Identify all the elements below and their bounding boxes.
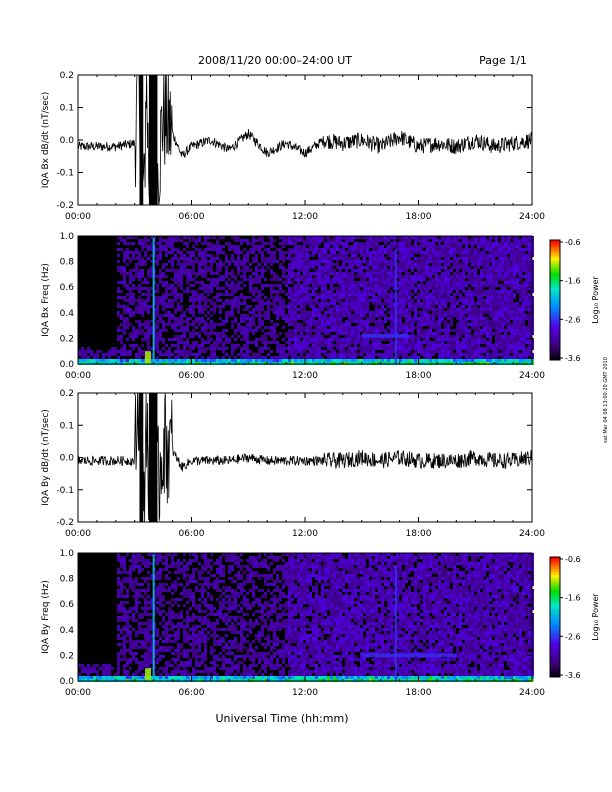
x-tick-label: 24:00 bbox=[519, 688, 545, 698]
page-number: Page 1/1 bbox=[479, 54, 527, 67]
colorbar-tick-label: -0.6 bbox=[565, 238, 581, 247]
spectral-band-4 bbox=[361, 653, 457, 658]
panel-4: -0.6 -1.6 -2.6 -3.6 Log₁₀ Power 00:00 06:00 12:… bbox=[41, 549, 600, 698]
x-tick-label: 00:00 bbox=[65, 688, 91, 698]
x-tick-label: 18:00 bbox=[406, 529, 432, 539]
y-tick-label: 0.0 bbox=[60, 136, 75, 146]
y-tick-label: 0.2 bbox=[60, 334, 74, 344]
x-axis-label: Universal Time (hh:mm) bbox=[216, 712, 349, 725]
y-axis-label: IQA By dB/dt (nT/sec) bbox=[41, 409, 51, 506]
y-tick-label: 1.0 bbox=[60, 232, 75, 242]
x-tick-label: 12:00 bbox=[292, 529, 318, 539]
y-tick-label: 0.2 bbox=[60, 651, 74, 661]
y-tick-label: 0.8 bbox=[60, 575, 75, 585]
x-tick-label: 12:00 bbox=[292, 688, 318, 698]
y-tick-label: 0.2 bbox=[60, 389, 74, 399]
x-tick-label: 06:00 bbox=[179, 529, 205, 539]
spectrogram-noise bbox=[78, 553, 534, 682]
page-title: 2008/11/20 00:00–24:00 UT bbox=[198, 54, 352, 67]
colorbar-tick-label: -3.6 bbox=[565, 671, 581, 680]
saturated-burst bbox=[148, 393, 158, 522]
y-tick-label: 0.2 bbox=[60, 71, 74, 81]
x-tick-label: 24:00 bbox=[519, 529, 545, 539]
y-tick-label: 0.6 bbox=[60, 600, 75, 610]
x-tick-label: 18:00 bbox=[406, 212, 432, 222]
y-tick-label: -0.1 bbox=[56, 486, 74, 496]
colorbar-tick-label: -1.6 bbox=[565, 594, 581, 603]
colorbar-label: Log₁₀ Power bbox=[591, 593, 600, 641]
x-tick-label: 06:00 bbox=[179, 688, 205, 698]
y-axis-label: IQA Bx dB/dt (nT/sec) bbox=[41, 92, 51, 189]
y-tick-label: 0.1 bbox=[60, 421, 74, 431]
x-tick-label: 12:00 bbox=[292, 212, 318, 222]
x-tick-label: 06:00 bbox=[179, 371, 205, 381]
colorbar-label: Log₁₀ Power bbox=[591, 276, 600, 324]
colorbar-tick-label: -0.6 bbox=[565, 555, 581, 564]
y-tick-label: 0.0 bbox=[60, 677, 75, 687]
x-tick-label: 24:00 bbox=[519, 212, 545, 222]
series-line bbox=[77, 392, 533, 523]
colorbar-tick-label: -3.6 bbox=[565, 354, 581, 363]
x-tick-label: 06:00 bbox=[179, 212, 205, 222]
saturated-burst bbox=[139, 75, 144, 205]
spectral-feature-3 bbox=[394, 565, 397, 681]
timestamp-stamp: sat Mar 04 08 13:00:20 GMT 2010 bbox=[603, 357, 609, 443]
spectral-feature-1 bbox=[144, 668, 151, 681]
y-tick-label: 0.4 bbox=[60, 626, 75, 636]
colorbar-tick-label: -2.6 bbox=[565, 315, 581, 324]
colorbar-tick-label: -2.6 bbox=[565, 632, 581, 641]
y-tick-label: 0.8 bbox=[60, 258, 75, 268]
y-axis-label: IQA By Freq (Hz) bbox=[41, 580, 51, 654]
y-tick-label: -0.2 bbox=[56, 518, 74, 528]
spectral-feature-3 bbox=[394, 248, 397, 364]
y-tick-label: 0.1 bbox=[60, 104, 74, 114]
spectral-band-4 bbox=[361, 333, 410, 338]
panel-3: 00:00 06:00 12:00 18:00 24:00 0.2 0.1 0.0 -0.1 -0… bbox=[41, 389, 545, 539]
x-tick-label: 18:00 bbox=[406, 371, 432, 381]
x-tick-label: 12:00 bbox=[292, 371, 318, 381]
y-tick-label: -0.1 bbox=[56, 169, 74, 179]
spectral-feature-2 bbox=[152, 553, 155, 681]
series-line bbox=[77, 74, 533, 206]
y-tick-label: 1.0 bbox=[60, 549, 75, 559]
y-axis-label: IQA Bx Freq (Hz) bbox=[41, 263, 51, 337]
x-tick-label: 00:00 bbox=[65, 371, 91, 381]
saturated-burst bbox=[148, 75, 158, 205]
y-tick-label: -0.2 bbox=[56, 201, 74, 211]
colorbar: -0.6 -1.6 -2.6 -3.6 Log₁₀ Power bbox=[549, 238, 600, 363]
panel-1: 00:00 06:00 12:00 18:00 24:00 0.2 0.1 0.0 -0.1 -0… bbox=[41, 71, 545, 222]
y-tick-label: 0.6 bbox=[60, 283, 75, 293]
x-tick-label: 00:00 bbox=[65, 212, 91, 222]
spectral-feature-1 bbox=[144, 351, 151, 364]
x-tick-label: 18:00 bbox=[406, 688, 432, 698]
spectrogram-noise bbox=[78, 236, 534, 365]
x-tick-label: 24:00 bbox=[519, 371, 545, 381]
saturated-burst bbox=[139, 393, 144, 522]
y-tick-label: 0.0 bbox=[60, 360, 75, 370]
colorbar: -0.6 -1.6 -2.6 -3.6 Log₁₀ Power bbox=[549, 555, 600, 680]
panel-2: -0.6 -1.6 -2.6 -3.6 Log₁₀ Power 00:00 06:00 12:… bbox=[41, 232, 600, 381]
spectral-feature-2 bbox=[152, 236, 155, 364]
y-tick-label: 0.4 bbox=[60, 309, 75, 319]
y-tick-label: 0.0 bbox=[60, 454, 75, 464]
x-tick-label: 00:00 bbox=[65, 529, 91, 539]
colorbar-tick-label: -1.6 bbox=[565, 277, 581, 286]
